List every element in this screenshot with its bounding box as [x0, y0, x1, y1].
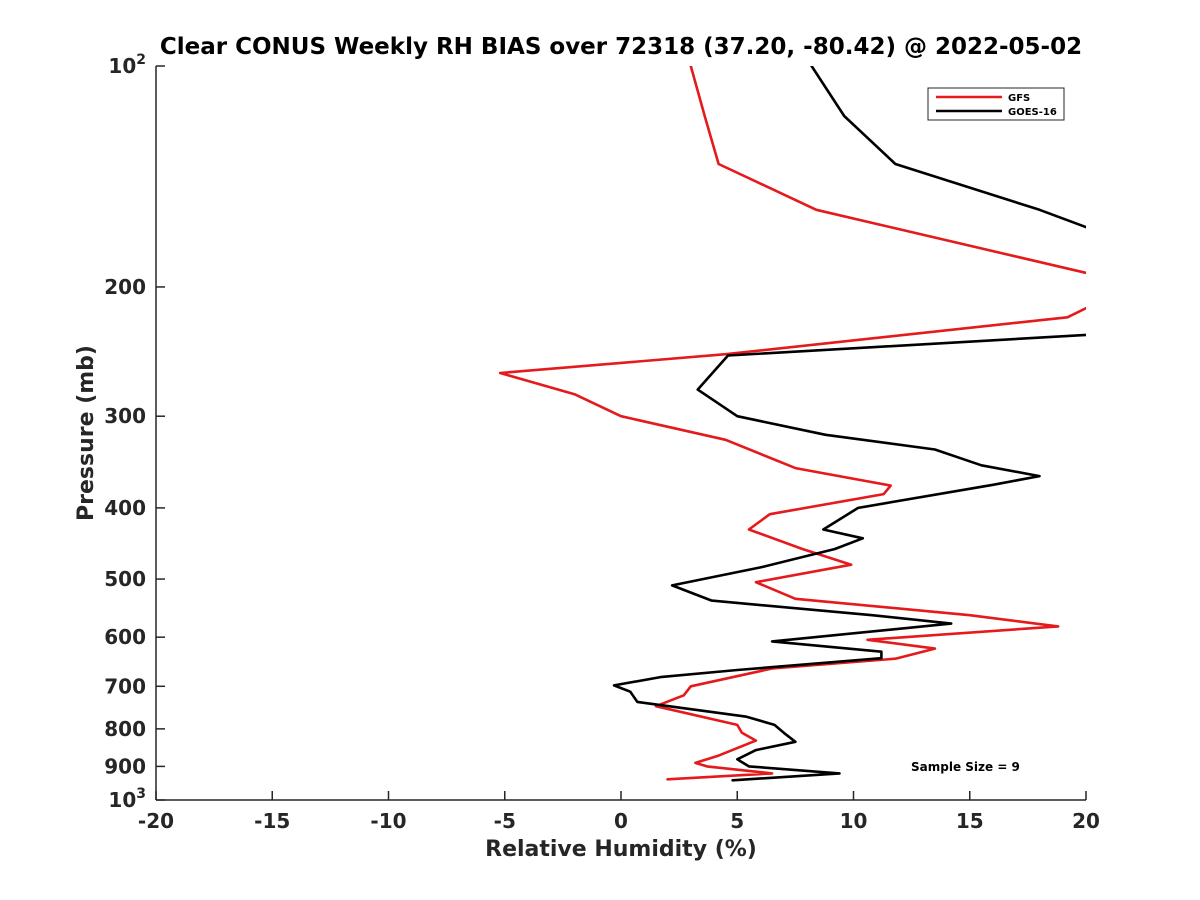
x-tick-label: 10	[840, 809, 868, 833]
y-tick-label: 500	[104, 567, 146, 591]
y-tick-label: 800	[104, 717, 146, 741]
x-axis: -20 -15 -10 -5 0 5 10 15 20	[138, 791, 1100, 833]
x-tick-label: 5	[730, 809, 744, 833]
y-axis-label: Pressure (mb)	[74, 345, 99, 521]
series-layer	[498, 66, 1086, 782]
y-tick-label: 900	[104, 754, 146, 778]
y-tick-label: 700	[104, 674, 146, 698]
y-tick-label: 102	[108, 52, 146, 78]
chart-title: Clear CONUS Weekly RH BIAS over 72318 (3…	[160, 34, 1082, 60]
x-axis-label: Relative Humidity (%)	[485, 837, 757, 862]
x-tick-label: -10	[370, 809, 406, 833]
legend-label-gfs: GFS	[1008, 93, 1030, 104]
x-tick-label: -5	[494, 809, 516, 833]
x-tick-label: -20	[138, 809, 174, 833]
x-tick-label: 20	[1072, 809, 1100, 833]
y-tick-label: 200	[104, 275, 146, 299]
x-tick-label: 15	[956, 809, 984, 833]
y-tick-label: 400	[104, 496, 146, 520]
y-tick-label: 103	[108, 786, 146, 812]
x-tick-label: -15	[254, 809, 290, 833]
series-line-goes16	[612, 66, 1086, 782]
y-tick-label: 600	[104, 625, 146, 649]
y-tick-label: 300	[104, 404, 146, 428]
x-tick-label: 0	[614, 809, 628, 833]
legend: GFS GOES-16	[927, 87, 1065, 121]
legend-box	[927, 87, 1065, 121]
y-axis: 102 200 300 400 500 600 700 800 900 103	[104, 52, 165, 812]
legend-label-goes16: GOES-16	[1008, 107, 1057, 118]
series-line-gfs	[498, 66, 1086, 781]
sample-size-annotation: Sample Size = 9	[911, 760, 1020, 774]
